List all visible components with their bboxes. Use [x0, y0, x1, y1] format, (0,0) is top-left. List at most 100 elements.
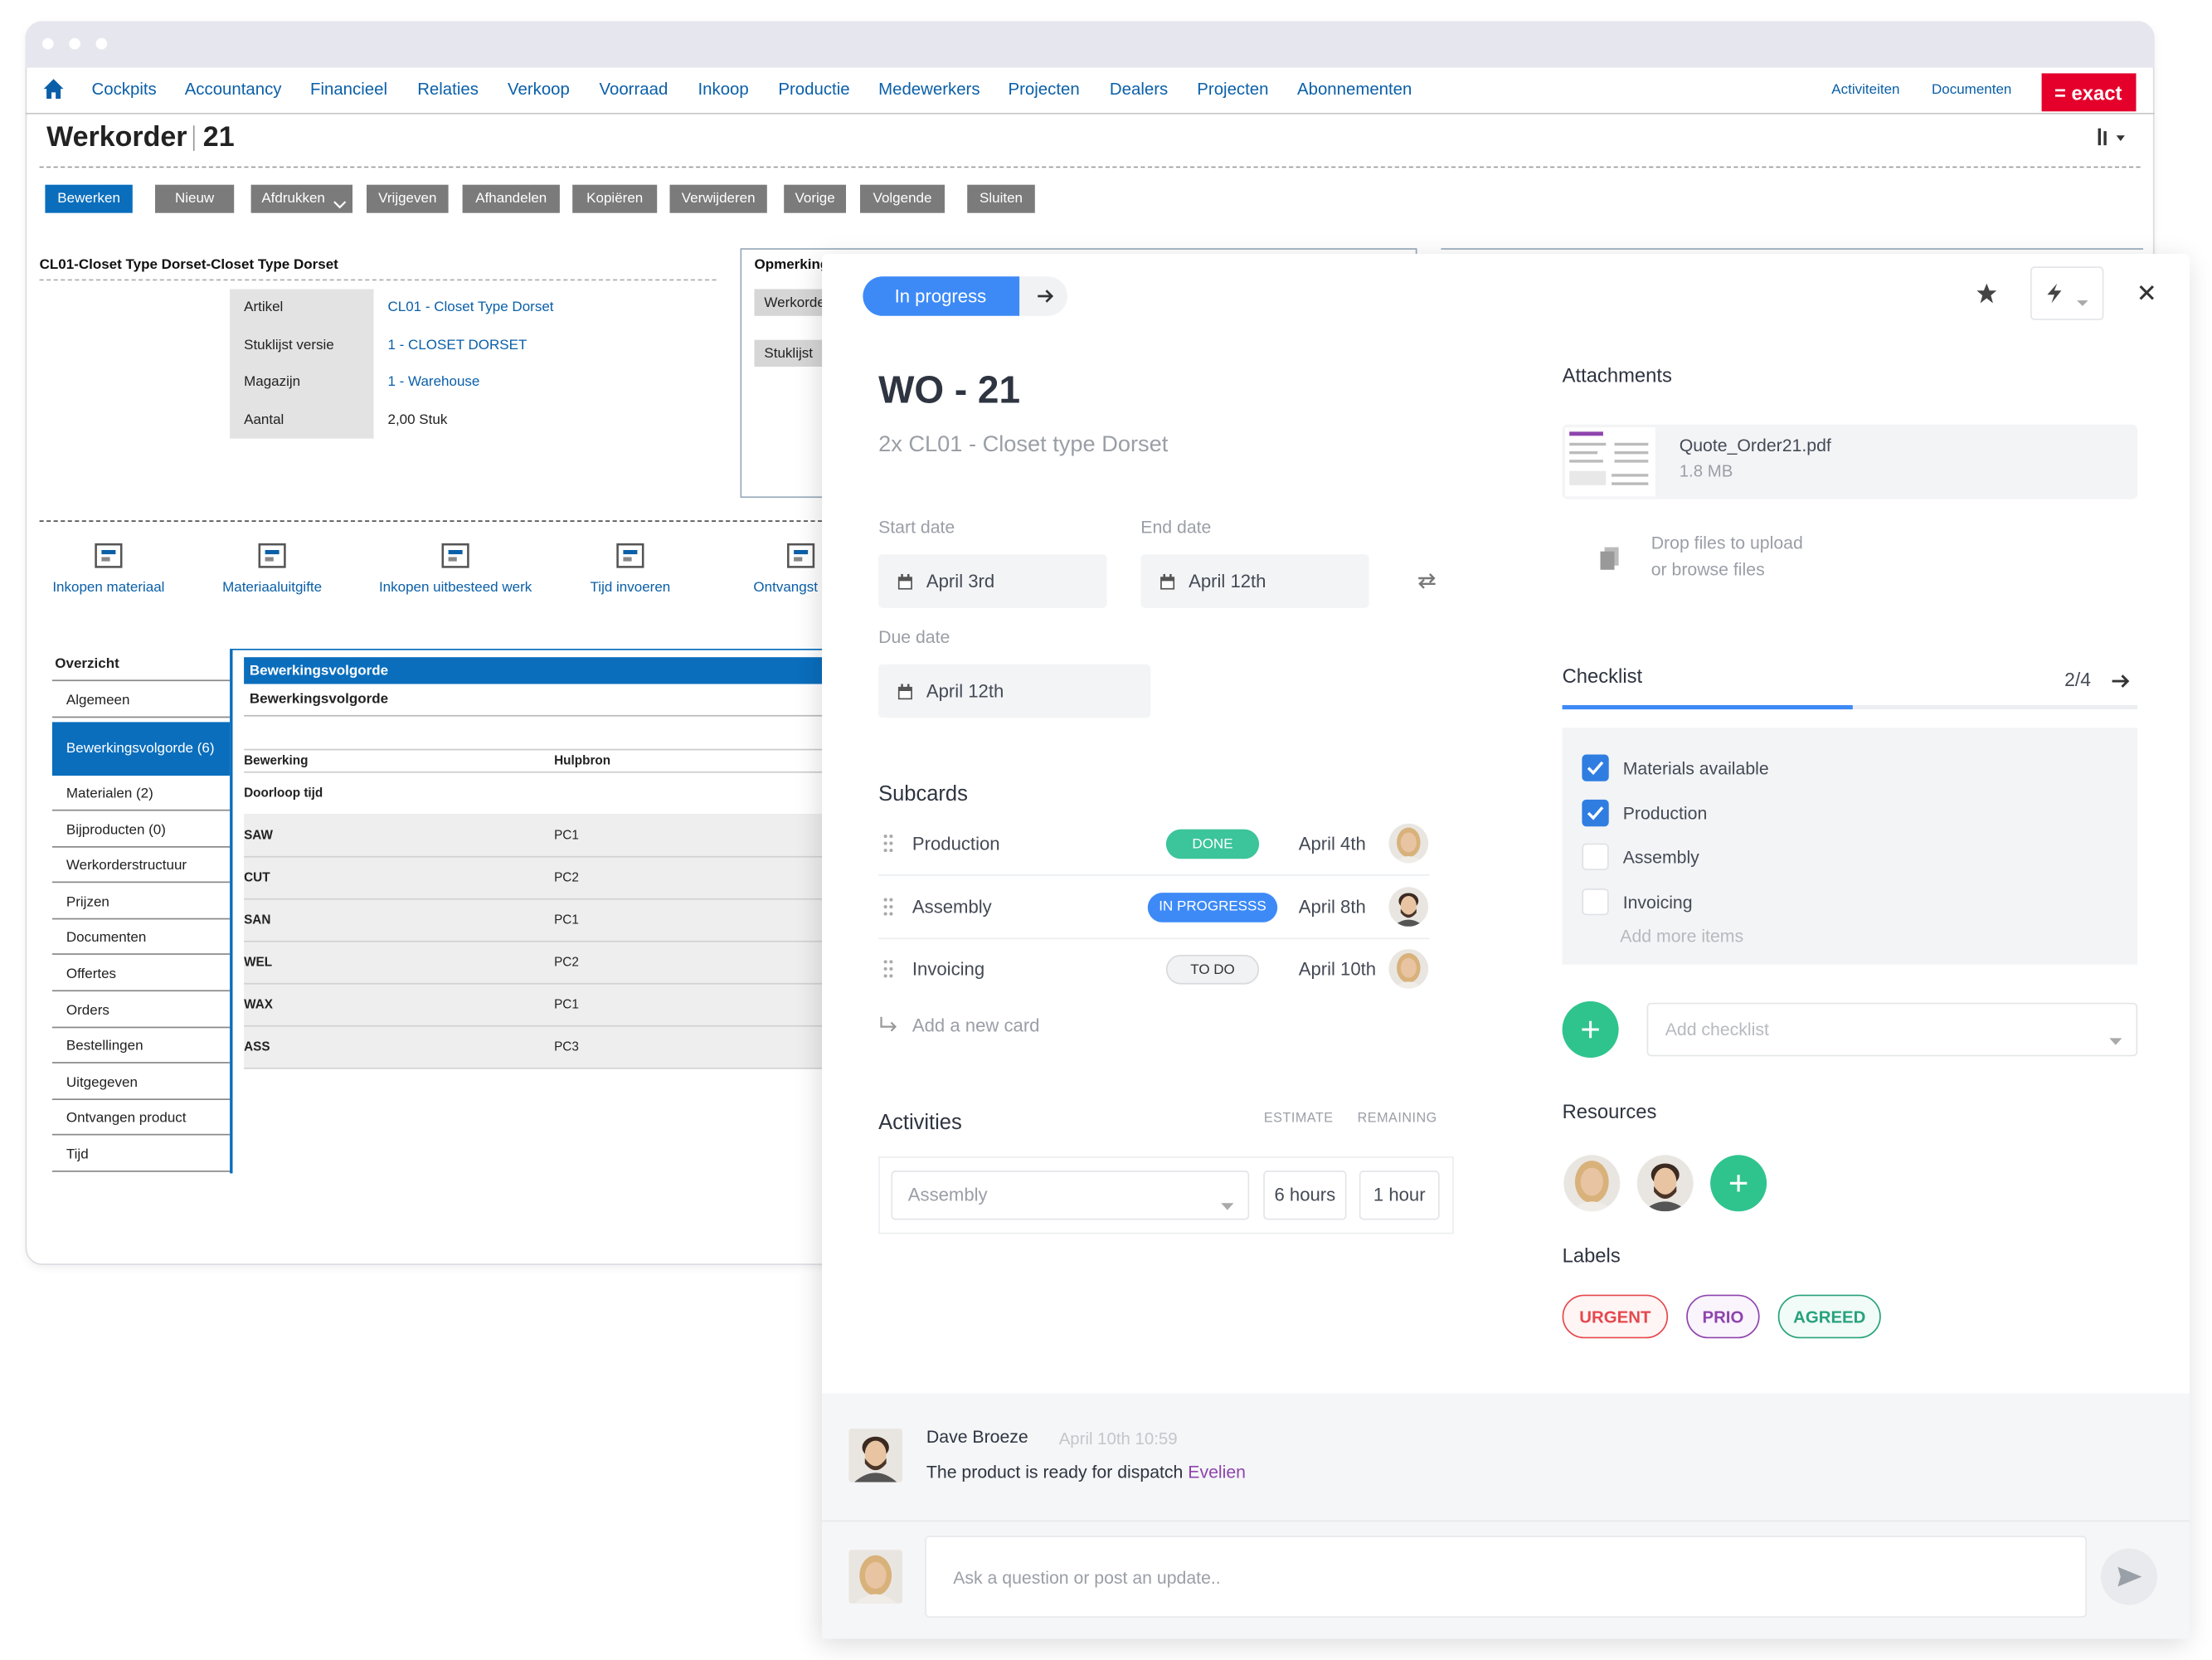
date-input[interactable] [878, 554, 1107, 608]
nav-item[interactable]: Productie [778, 79, 850, 99]
label-text[interactable]: URGENT [1579, 1307, 1651, 1327]
label-pill[interactable] [1777, 1294, 1881, 1339]
action-icon-svg [787, 543, 815, 568]
field-label-cell [230, 289, 374, 327]
action-label[interactable]: Tijd invoeren [590, 580, 671, 596]
nav-item[interactable]: Projecten [1197, 79, 1269, 99]
toolbar-button[interactable] [669, 184, 767, 213]
label-text[interactable]: AGREED [1793, 1307, 1866, 1327]
date-input[interactable] [1140, 554, 1369, 608]
date-value[interactable]: April 12th [926, 680, 1004, 702]
comment-input[interactable] [925, 1536, 2087, 1618]
label-pill[interactable] [1686, 1294, 1760, 1339]
field-value[interactable]: 1 - CLOSET DORSET [387, 337, 527, 353]
subcard-date: April 10th [1298, 958, 1377, 980]
toolbar-button[interactable] [860, 184, 945, 213]
sidebar-item[interactable]: Uitgegeven [66, 1074, 138, 1091]
date-value[interactable]: April 3rd [926, 570, 995, 592]
field-value[interactable]: 1 - Warehouse [387, 374, 480, 391]
sidebar-item[interactable]: Tijd [66, 1146, 89, 1163]
attachment-card[interactable] [1562, 424, 2138, 499]
checkbox[interactable] [1582, 799, 1609, 826]
action-dropdown[interactable] [2030, 266, 2104, 320]
add-checklist-button[interactable] [1562, 1001, 1619, 1058]
nav-item[interactable]: Cockpits [91, 79, 157, 99]
checkbox[interactable] [1582, 888, 1609, 916]
toolbar-button[interactable] [967, 184, 1035, 213]
field-value[interactable]: CL01 - Closet Type Dorset [387, 299, 554, 315]
button-label[interactable]: Volgende [873, 191, 932, 207]
nav-item[interactable]: Relaties [417, 79, 479, 99]
add-card[interactable]: Add a new card [912, 1015, 1040, 1036]
label-pill[interactable] [1562, 1294, 1669, 1339]
send-button[interactable] [2101, 1548, 2157, 1605]
toolbar-button[interactable] [45, 184, 133, 213]
button-label[interactable]: Afdrukken [261, 191, 325, 207]
button-label[interactable]: Bewerken [57, 191, 120, 207]
table-cell: PC2 [554, 954, 579, 969]
toolbar-button[interactable] [367, 184, 449, 213]
sidebar-item[interactable]: Documenten [66, 930, 147, 947]
subcard-name[interactable]: Assembly [912, 895, 992, 918]
toolbar-button[interactable] [462, 184, 560, 213]
sidebar-item[interactable]: Werkorderstructuur [66, 858, 187, 874]
action-label[interactable]: Inkopen uitbesteed werk [378, 580, 532, 596]
add-resource-button[interactable] [1710, 1155, 1767, 1212]
sidebar-item[interactable]: Bijproducten (0) [66, 822, 166, 838]
button-label[interactable]: Sluiten [980, 191, 1023, 207]
add-card-icon-svg [880, 1016, 897, 1032]
sidebar-item[interactable]: Offertes [66, 966, 117, 983]
button-label[interactable]: Kopiëren [586, 191, 644, 207]
nav-item[interactable]: Accountancy [184, 79, 282, 99]
sidebar-item[interactable]: Bestellingen [66, 1039, 143, 1055]
nav-item[interactable]: Medewerkers [878, 79, 980, 99]
sidebar-item[interactable]: Prijzen [66, 894, 109, 911]
estimate-input[interactable] [1263, 1171, 1347, 1220]
subcard-name[interactable]: Production [912, 832, 1000, 854]
calendar-icon [897, 683, 913, 700]
activity-select[interactable] [891, 1171, 1250, 1220]
comment-mention[interactable]: Evelien [1188, 1462, 1247, 1482]
button-label[interactable]: Nieuw [174, 191, 215, 207]
toolbar-button[interactable] [155, 184, 235, 213]
sidebar-item[interactable]: Algemeen [66, 693, 130, 709]
button-label[interactable]: Vorige [795, 191, 835, 207]
nav-right-item[interactable]: Activiteiten [1831, 82, 1900, 99]
nav-item[interactable]: Inkoop [698, 79, 749, 99]
button-label[interactable]: Afhandelen [475, 191, 547, 207]
sidebar-item[interactable]: Orders [66, 1002, 109, 1019]
toolbar-button[interactable] [784, 184, 846, 213]
nav-item[interactable]: Financieel [310, 79, 387, 99]
action-label[interactable]: Materiaaluitgifte [222, 580, 323, 596]
nav-item[interactable]: Abonnementen [1297, 79, 1412, 99]
date-input[interactable] [878, 664, 1151, 718]
button-label[interactable]: Vrijgeven [378, 191, 437, 207]
select-caret-svg [2109, 1038, 2122, 1045]
remaining-input[interactable] [1359, 1171, 1440, 1220]
nav-item[interactable]: Verkoop [508, 79, 570, 99]
sidebar-divider [51, 1171, 231, 1172]
checkbox[interactable] [1582, 844, 1609, 871]
subcard-name[interactable]: Invoicing [912, 958, 985, 980]
nav-item[interactable]: Dealers [1109, 79, 1169, 99]
sidebar-item[interactable]: Ontvangen product [66, 1111, 187, 1127]
sidebar-item[interactable]: Bewerkingsvolgorde (6) [66, 741, 215, 757]
nav-item[interactable]: Projecten [1008, 79, 1080, 99]
add-items[interactable]: Add more items [1620, 926, 1744, 947]
nav-item[interactable]: Voorraad [599, 79, 668, 99]
date-value[interactable]: April 12th [1189, 570, 1266, 592]
button-label[interactable]: Verwijderen [681, 191, 756, 207]
status-pill[interactable] [863, 276, 1020, 316]
checkbox[interactable] [1582, 754, 1609, 781]
activity-name[interactable]: Assembly [907, 1184, 988, 1205]
toolbar-button[interactable] [250, 184, 352, 213]
sidebar-item[interactable]: Materialen (2) [66, 786, 153, 802]
add-checklist-input[interactable] [1646, 1002, 2138, 1057]
label-text[interactable]: PRIO [1702, 1307, 1744, 1327]
action-label[interactable]: Inkopen materiaal [52, 580, 165, 596]
toolbar-button[interactable] [572, 184, 658, 213]
browse-link[interactable]: or browse files [1650, 559, 1765, 580]
status-label[interactable]: In progress [894, 285, 987, 307]
nav-right-item[interactable]: Documenten [1932, 82, 2012, 99]
